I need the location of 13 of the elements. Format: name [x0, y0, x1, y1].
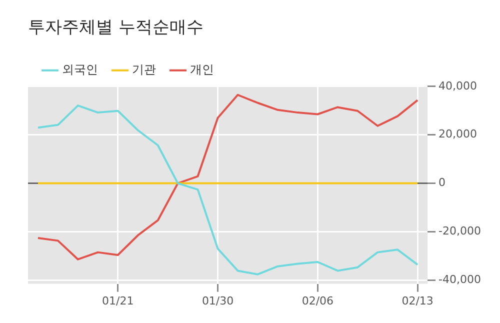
y-tick-label: -40,000 [438, 273, 482, 286]
chart-title: 투자주체별 누적순매수 [28, 18, 204, 38]
x-tick-label: 01/30 [202, 294, 234, 308]
legend-label: 기관 [132, 62, 156, 77]
x-tick-label: 01/21 [102, 294, 134, 308]
legend-label: 개인 [190, 62, 214, 77]
y-tick-label: 0 [438, 176, 446, 190]
y-tick-label: 40,000 [438, 79, 478, 92]
legend-label: 외국인 [62, 62, 98, 77]
y-tick-label: 20,000 [438, 128, 478, 141]
x-tick-label: 02/13 [402, 294, 434, 308]
x-tick-label: 02/06 [302, 294, 334, 308]
y-tick-label: -20,000 [438, 224, 482, 238]
